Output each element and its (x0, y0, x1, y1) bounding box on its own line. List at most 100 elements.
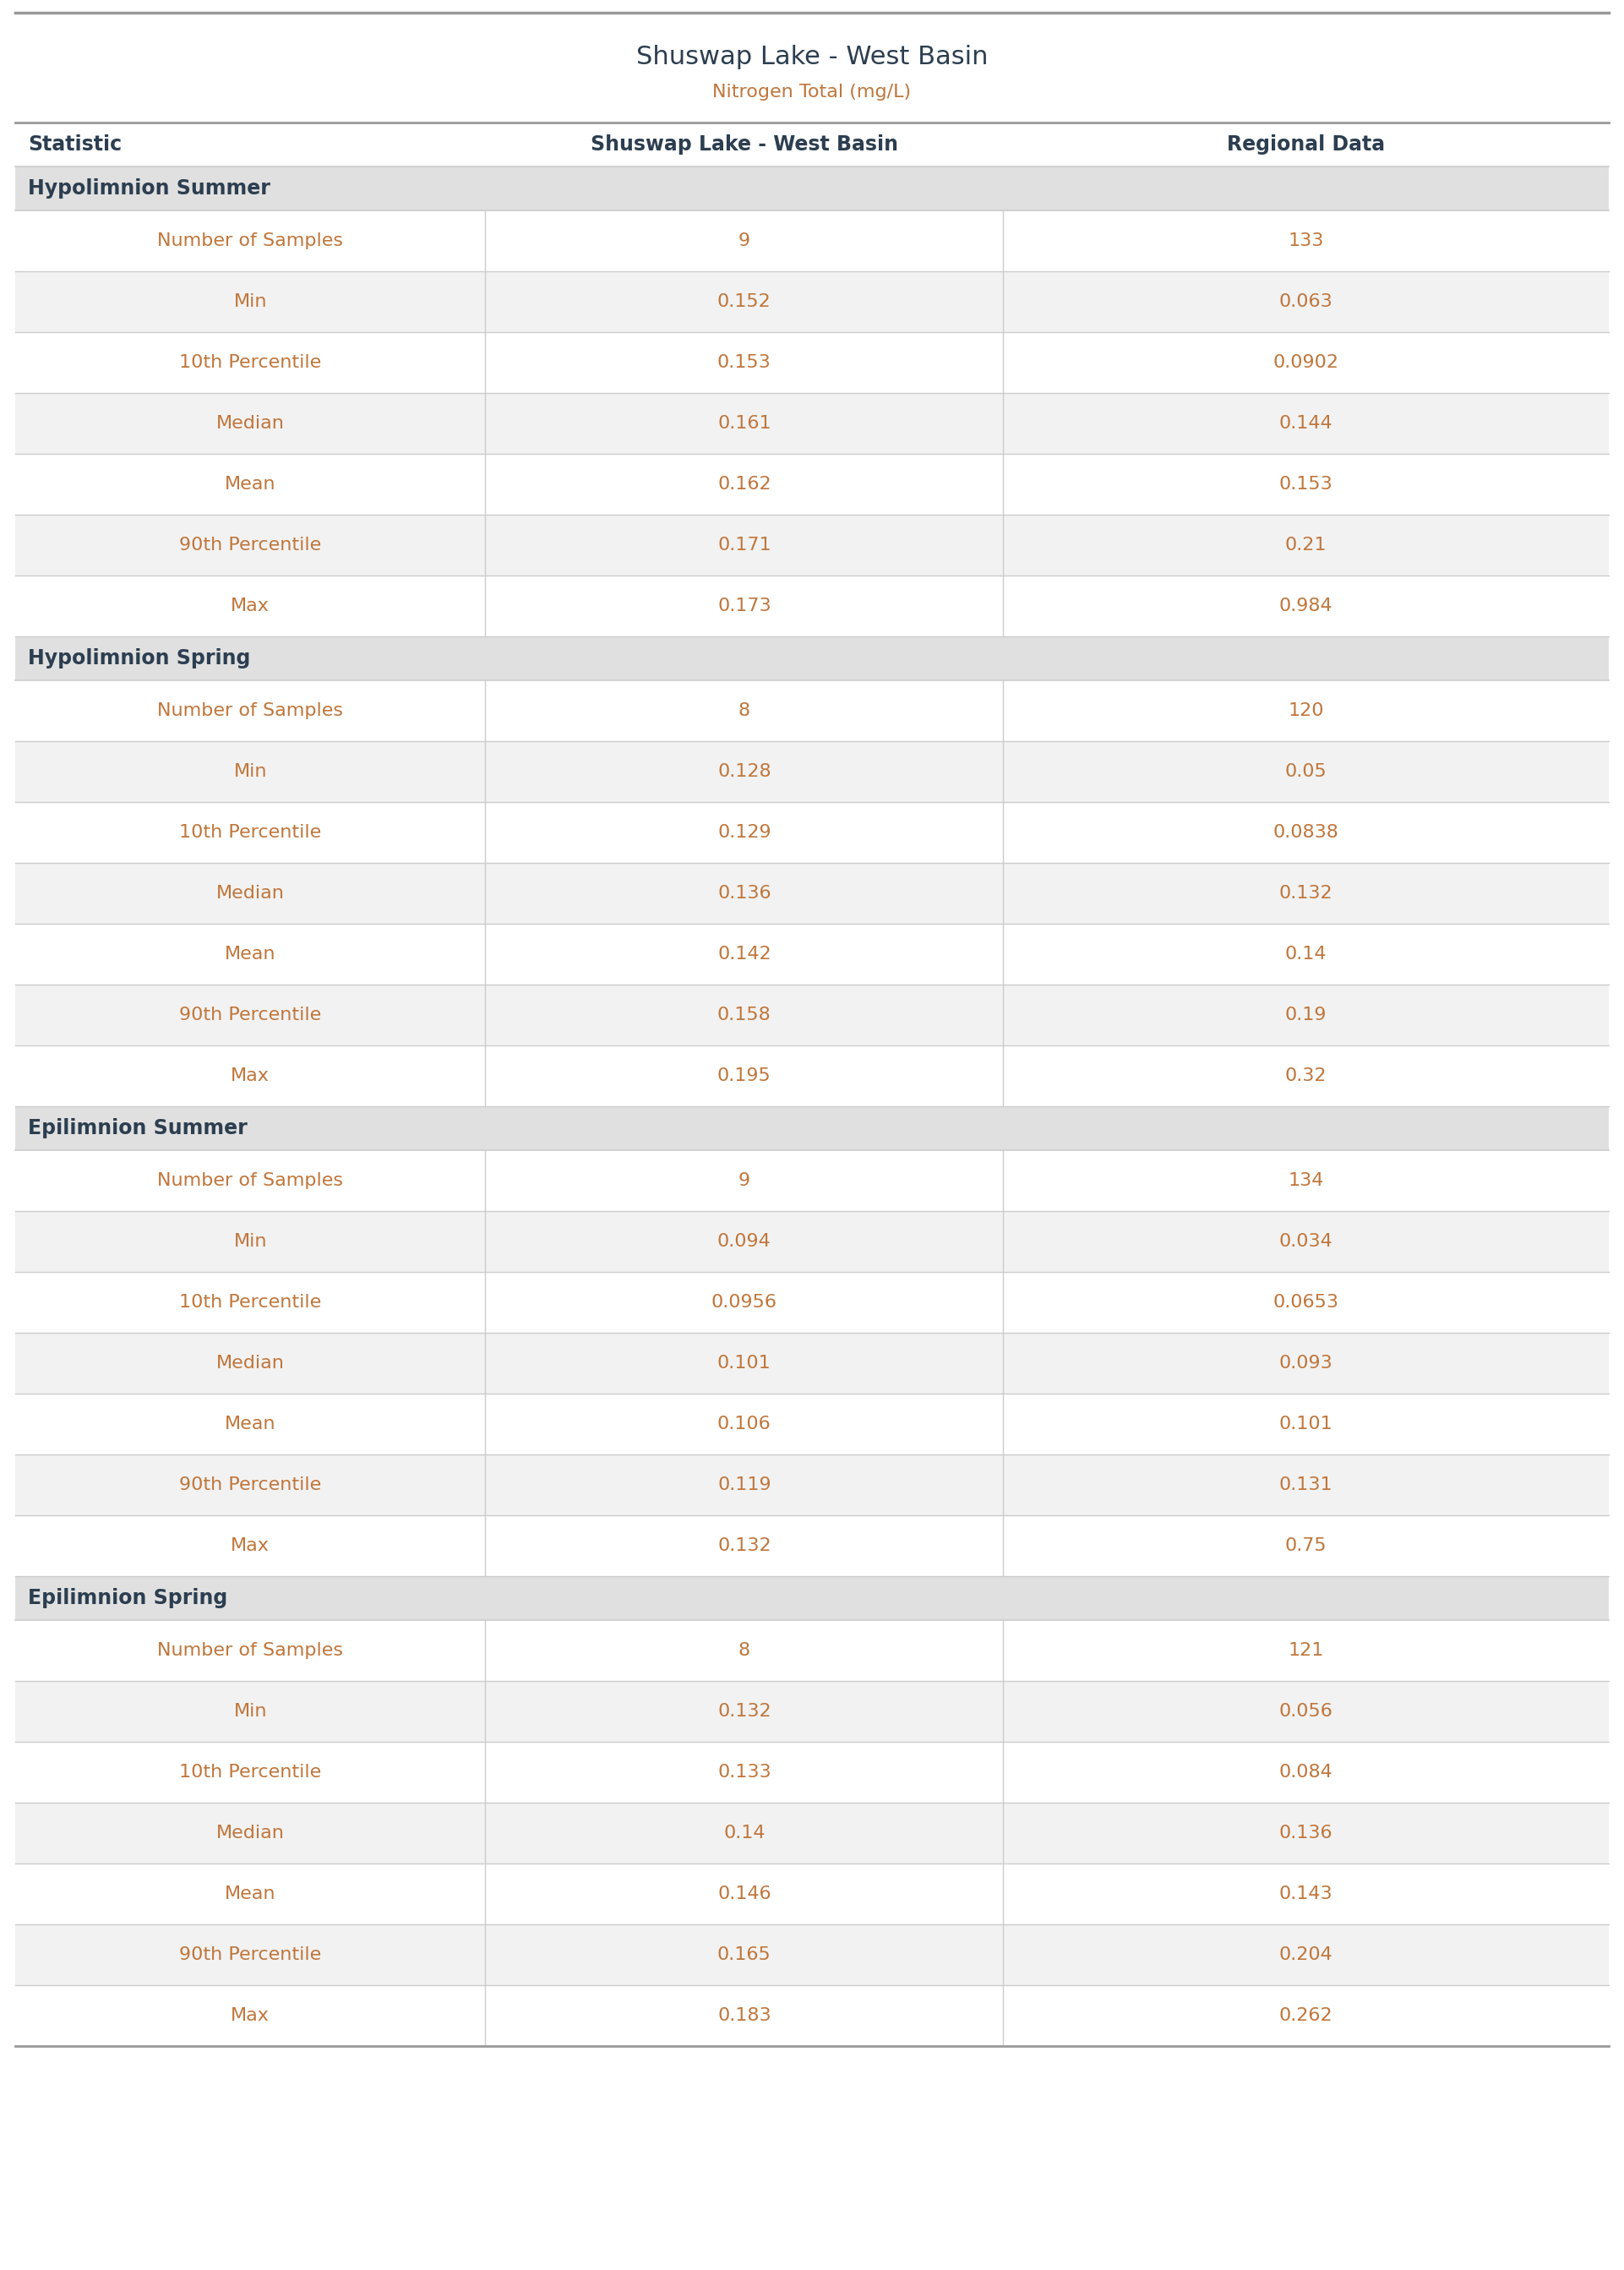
Text: 0.21: 0.21 (1285, 536, 1327, 554)
Text: 0.084: 0.084 (1280, 1764, 1333, 1780)
Text: Median: Median (216, 1825, 284, 1841)
Text: 0.129: 0.129 (718, 824, 771, 840)
Bar (15, 1105, 1609, 1151)
Text: Median: Median (216, 1355, 284, 1371)
Text: 0.056: 0.056 (1280, 1702, 1333, 1721)
Text: Number of Samples: Number of Samples (158, 1171, 343, 1189)
Text: Min: Min (234, 1702, 266, 1721)
Bar (15, 636, 1609, 681)
Bar (15, 515, 1609, 577)
Text: Min: Min (234, 763, 266, 781)
Text: Max: Max (231, 1537, 270, 1555)
Text: Mean: Mean (224, 947, 276, 962)
Text: 120: 120 (1288, 701, 1324, 720)
Text: 0.32: 0.32 (1285, 1067, 1327, 1085)
Text: Statistic: Statistic (28, 134, 122, 154)
Text: 0.094: 0.094 (718, 1233, 771, 1251)
Text: 0.171: 0.171 (718, 536, 771, 554)
Text: 8: 8 (739, 701, 750, 720)
Text: 0.101: 0.101 (718, 1355, 771, 1371)
Text: Median: Median (216, 415, 284, 431)
Text: 0.132: 0.132 (718, 1702, 771, 1721)
Text: 0.143: 0.143 (1280, 1886, 1333, 1902)
Text: 0.0902: 0.0902 (1273, 354, 1338, 370)
Text: Max: Max (231, 2007, 270, 2025)
Text: 0.19: 0.19 (1285, 1006, 1327, 1024)
Text: 0.101: 0.101 (1280, 1416, 1333, 1432)
Text: Median: Median (216, 885, 284, 901)
Text: 0.034: 0.034 (1280, 1233, 1333, 1251)
Text: Number of Samples: Number of Samples (158, 232, 343, 250)
Text: 0.093: 0.093 (1280, 1355, 1333, 1371)
Text: 0.133: 0.133 (718, 1764, 771, 1780)
Text: Hypolimnion Spring: Hypolimnion Spring (28, 649, 250, 667)
Text: Epilimnion Summer: Epilimnion Summer (28, 1119, 247, 1137)
Text: 0.063: 0.063 (1280, 293, 1333, 311)
Text: Hypolimnion Summer: Hypolimnion Summer (28, 179, 270, 197)
Text: 133: 133 (1288, 232, 1324, 250)
Text: 0.128: 0.128 (718, 763, 771, 781)
Text: 0.0838: 0.0838 (1273, 824, 1338, 840)
Text: Min: Min (234, 1233, 266, 1251)
Text: 90th Percentile: 90th Percentile (179, 1006, 322, 1024)
Bar (15, 166, 1609, 211)
Text: Mean: Mean (224, 1886, 276, 1902)
Text: 10th Percentile: 10th Percentile (179, 1294, 322, 1310)
Text: 10th Percentile: 10th Percentile (179, 354, 322, 370)
Text: Min: Min (234, 293, 266, 311)
Bar (15, 985, 1609, 1046)
Text: 0.144: 0.144 (1280, 415, 1333, 431)
Text: 0.262: 0.262 (1280, 2007, 1333, 2025)
Text: 0.162: 0.162 (718, 477, 771, 493)
Text: 0.152: 0.152 (718, 293, 771, 311)
Text: Number of Samples: Number of Samples (158, 1641, 343, 1659)
Text: Nitrogen Total (mg/L): Nitrogen Total (mg/L) (713, 84, 911, 100)
Text: 0.14: 0.14 (723, 1825, 765, 1841)
Text: 10th Percentile: 10th Percentile (179, 1764, 322, 1780)
Text: 0.195: 0.195 (718, 1067, 771, 1085)
Bar (15, 1575, 1609, 1621)
Text: 0.106: 0.106 (718, 1416, 771, 1432)
Bar (15, 1455, 1609, 1516)
Text: Shuswap Lake - West Basin: Shuswap Lake - West Basin (591, 134, 898, 154)
Text: 0.165: 0.165 (718, 1945, 771, 1964)
Text: 0.183: 0.183 (718, 2007, 771, 2025)
Text: 0.75: 0.75 (1285, 1537, 1327, 1555)
Text: 9: 9 (739, 1171, 750, 1189)
Text: 0.142: 0.142 (718, 947, 771, 962)
Text: 0.204: 0.204 (1280, 1945, 1333, 1964)
Text: Mean: Mean (224, 477, 276, 493)
Bar (15, 742, 1609, 801)
Text: Max: Max (231, 1067, 270, 1085)
Text: 9: 9 (739, 232, 750, 250)
Text: 0.136: 0.136 (1280, 1825, 1333, 1841)
Text: 10th Percentile: 10th Percentile (179, 824, 322, 840)
Text: 0.136: 0.136 (718, 885, 771, 901)
Bar (15, 393, 1609, 454)
Text: 0.0653: 0.0653 (1273, 1294, 1338, 1310)
Bar (15, 272, 1609, 331)
Text: 0.984: 0.984 (1280, 597, 1333, 615)
Text: Max: Max (231, 597, 270, 615)
Bar (15, 1682, 1609, 1741)
Text: 0.158: 0.158 (718, 1006, 771, 1024)
Text: 0.132: 0.132 (1280, 885, 1333, 901)
Text: 0.0956: 0.0956 (711, 1294, 778, 1310)
Text: 0.132: 0.132 (718, 1537, 771, 1555)
Text: 0.131: 0.131 (1280, 1476, 1333, 1494)
Text: Regional Data: Regional Data (1228, 134, 1385, 154)
Text: 0.161: 0.161 (718, 415, 771, 431)
Text: 0.153: 0.153 (1280, 477, 1333, 493)
Bar (15, 1925, 1609, 1986)
Text: Epilimnion Spring: Epilimnion Spring (28, 1589, 227, 1607)
Bar (15, 1212, 1609, 1271)
Text: 0.153: 0.153 (718, 354, 771, 370)
Bar (15, 863, 1609, 924)
Text: 0.173: 0.173 (718, 597, 771, 615)
Text: 0.119: 0.119 (718, 1476, 771, 1494)
Bar (15, 1802, 1609, 1864)
Text: Shuswap Lake - West Basin: Shuswap Lake - West Basin (637, 45, 987, 68)
Text: 0.146: 0.146 (718, 1886, 771, 1902)
Text: Number of Samples: Number of Samples (158, 701, 343, 720)
Text: 90th Percentile: 90th Percentile (179, 1476, 322, 1494)
